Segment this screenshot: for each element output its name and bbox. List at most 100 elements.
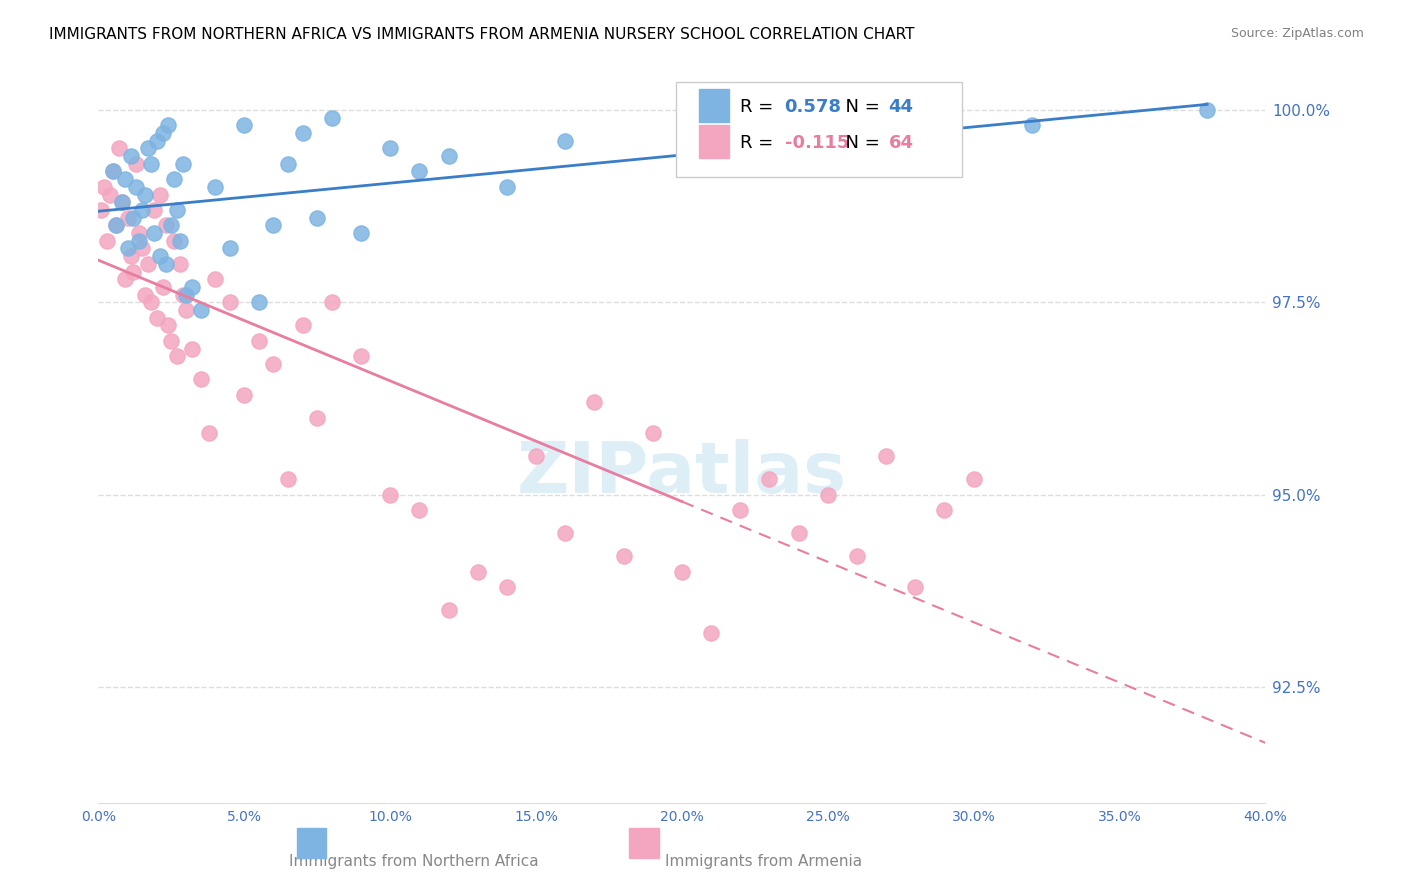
Point (146, 310, 169, 325)
Text: N =: N = (834, 98, 886, 116)
Point (247, 295, 270, 310)
Point (875, 450, 897, 464)
Point (139, 295, 162, 310)
Point (204, 179, 226, 194)
Point (554, 134, 576, 148)
Point (169, 234, 191, 248)
Text: N =: N = (834, 134, 886, 153)
Text: 64: 64 (889, 134, 914, 153)
Point (122, 264, 145, 278)
Point (117, 211, 139, 225)
Point (904, 580, 927, 594)
Point (155, 257, 177, 271)
Point (149, 187, 172, 202)
Point (172, 157, 194, 171)
Point (524, 450, 547, 464)
Text: 0.578: 0.578 (785, 98, 842, 116)
Point (128, 234, 150, 248)
Text: -0.115: -0.115 (785, 134, 849, 153)
Point (104, 219, 127, 233)
Point (671, 565, 693, 579)
Point (163, 172, 186, 186)
Point (350, 349, 373, 363)
Point (307, 410, 329, 425)
Point (93, 179, 115, 194)
Point (157, 118, 180, 132)
Text: Source: ZipAtlas.com: Source: ZipAtlas.com (1230, 27, 1364, 40)
Point (845, 549, 868, 564)
Point (583, 395, 606, 409)
Point (120, 249, 142, 263)
Point (321, 111, 343, 125)
Point (262, 357, 284, 371)
FancyBboxPatch shape (699, 89, 728, 122)
Point (437, 603, 460, 617)
Point (125, 179, 148, 194)
Point (160, 334, 183, 348)
Point (134, 287, 156, 301)
Text: R =: R = (741, 134, 779, 153)
Point (104, 219, 127, 233)
Point (174, 287, 197, 301)
Point (101, 164, 124, 178)
Point (554, 526, 576, 541)
Point (114, 172, 136, 186)
Point (730, 503, 752, 517)
Point (277, 472, 299, 486)
Point (131, 242, 153, 256)
Text: Immigrants from Armenia: Immigrants from Armenia (665, 854, 862, 869)
Point (142, 202, 165, 217)
FancyBboxPatch shape (297, 829, 326, 858)
Point (190, 303, 212, 318)
Point (495, 179, 517, 194)
Point (166, 349, 188, 363)
Point (641, 426, 664, 441)
Point (131, 202, 153, 217)
Point (169, 257, 191, 271)
Point (204, 272, 226, 286)
Point (146, 134, 169, 148)
Point (247, 334, 270, 348)
Point (321, 295, 343, 310)
Point (114, 272, 136, 286)
Text: Immigrants from Northern Africa: Immigrants from Northern Africa (288, 854, 538, 869)
Point (101, 164, 124, 178)
Point (700, 626, 723, 640)
Point (117, 242, 139, 256)
Point (233, 118, 256, 132)
Point (218, 295, 240, 310)
Point (758, 472, 780, 486)
Point (136, 141, 159, 155)
Point (160, 219, 183, 233)
Point (108, 141, 131, 155)
Point (149, 249, 172, 263)
Point (437, 149, 460, 163)
Point (128, 226, 150, 240)
Point (152, 280, 174, 294)
Point (98, 187, 121, 202)
Point (467, 565, 489, 579)
Point (190, 372, 212, 386)
Point (291, 126, 314, 140)
Point (136, 257, 159, 271)
Text: ZIPatlas: ZIPatlas (517, 439, 846, 508)
Point (612, 549, 634, 564)
Point (291, 318, 314, 333)
Point (122, 211, 145, 225)
Point (180, 342, 202, 356)
Point (142, 226, 165, 240)
Point (817, 488, 839, 502)
Point (125, 157, 148, 171)
Point (495, 580, 517, 594)
Point (262, 219, 284, 233)
Point (408, 164, 430, 178)
Point (233, 388, 256, 402)
Point (787, 526, 810, 541)
Point (350, 226, 373, 240)
Text: R =: R = (741, 98, 779, 116)
Point (307, 211, 329, 225)
Point (139, 157, 162, 171)
Point (90, 202, 112, 217)
Point (134, 187, 156, 202)
Point (378, 488, 402, 502)
